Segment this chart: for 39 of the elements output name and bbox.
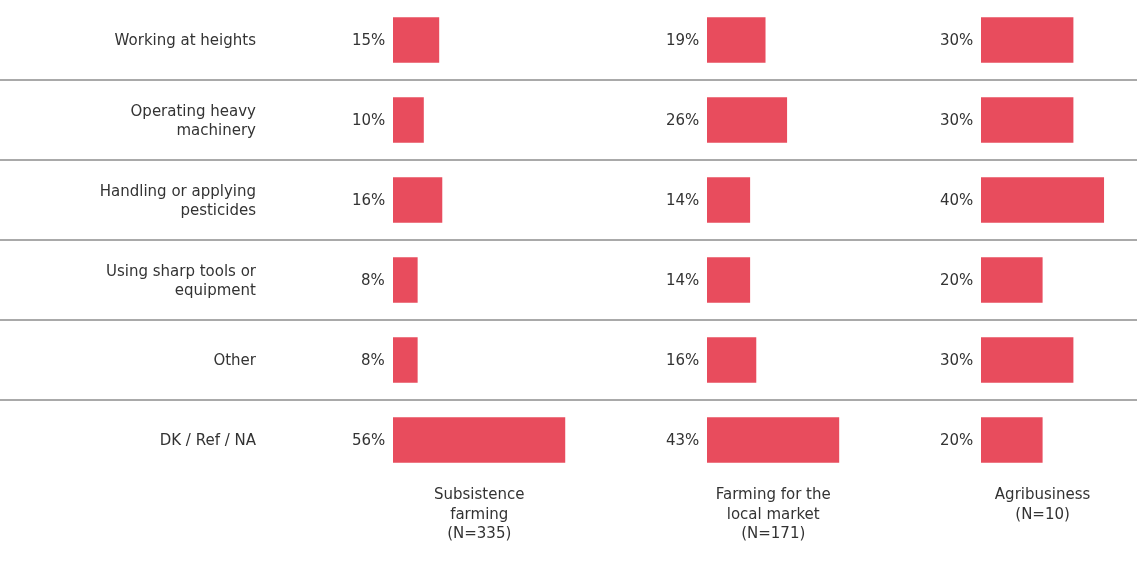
data-label: 20% [940, 431, 974, 449]
y-tick-label: Other [213, 351, 257, 370]
bar [707, 97, 788, 143]
x-axis-title: Subsistence farming (N=335) [434, 485, 525, 542]
data-label: 14% [666, 191, 700, 209]
y-tick-label: Handling or applying pesticides [99, 181, 257, 219]
bar [393, 97, 424, 143]
x-axis-title: Farming for the local market (N=171) [715, 485, 831, 542]
y-tick-label: Operating heavy machinery [130, 101, 257, 139]
bar [707, 417, 840, 463]
data-label: 15% [352, 31, 386, 49]
data-label: 30% [940, 111, 974, 129]
x-axis-title: Agribusiness (N=10) [994, 485, 1091, 523]
bar [707, 177, 751, 223]
bar [393, 417, 566, 463]
data-label: 26% [666, 111, 700, 129]
data-label: 19% [666, 31, 700, 49]
bar [707, 337, 757, 383]
y-tick-label: DK / Ref / NA [159, 431, 257, 450]
y-tick-label: Working at heights [114, 31, 257, 50]
bar [393, 337, 418, 383]
data-label: 16% [666, 351, 700, 369]
data-label: 8% [361, 351, 385, 369]
bar [393, 177, 443, 223]
bar [707, 257, 751, 303]
bar [393, 257, 418, 303]
data-label: 43% [666, 431, 700, 449]
data-label: 30% [940, 351, 974, 369]
data-label: 56% [352, 431, 386, 449]
data-label: 14% [666, 271, 700, 289]
data-label: 8% [361, 271, 385, 289]
y-tick-label: Using sharp tools or equipment [105, 261, 257, 299]
data-label: 20% [940, 271, 974, 289]
data-label: 40% [940, 191, 974, 209]
bar [707, 17, 766, 63]
bar [393, 17, 440, 63]
data-label: 10% [352, 111, 386, 129]
data-label: 30% [940, 31, 974, 49]
data-label: 16% [352, 191, 386, 209]
